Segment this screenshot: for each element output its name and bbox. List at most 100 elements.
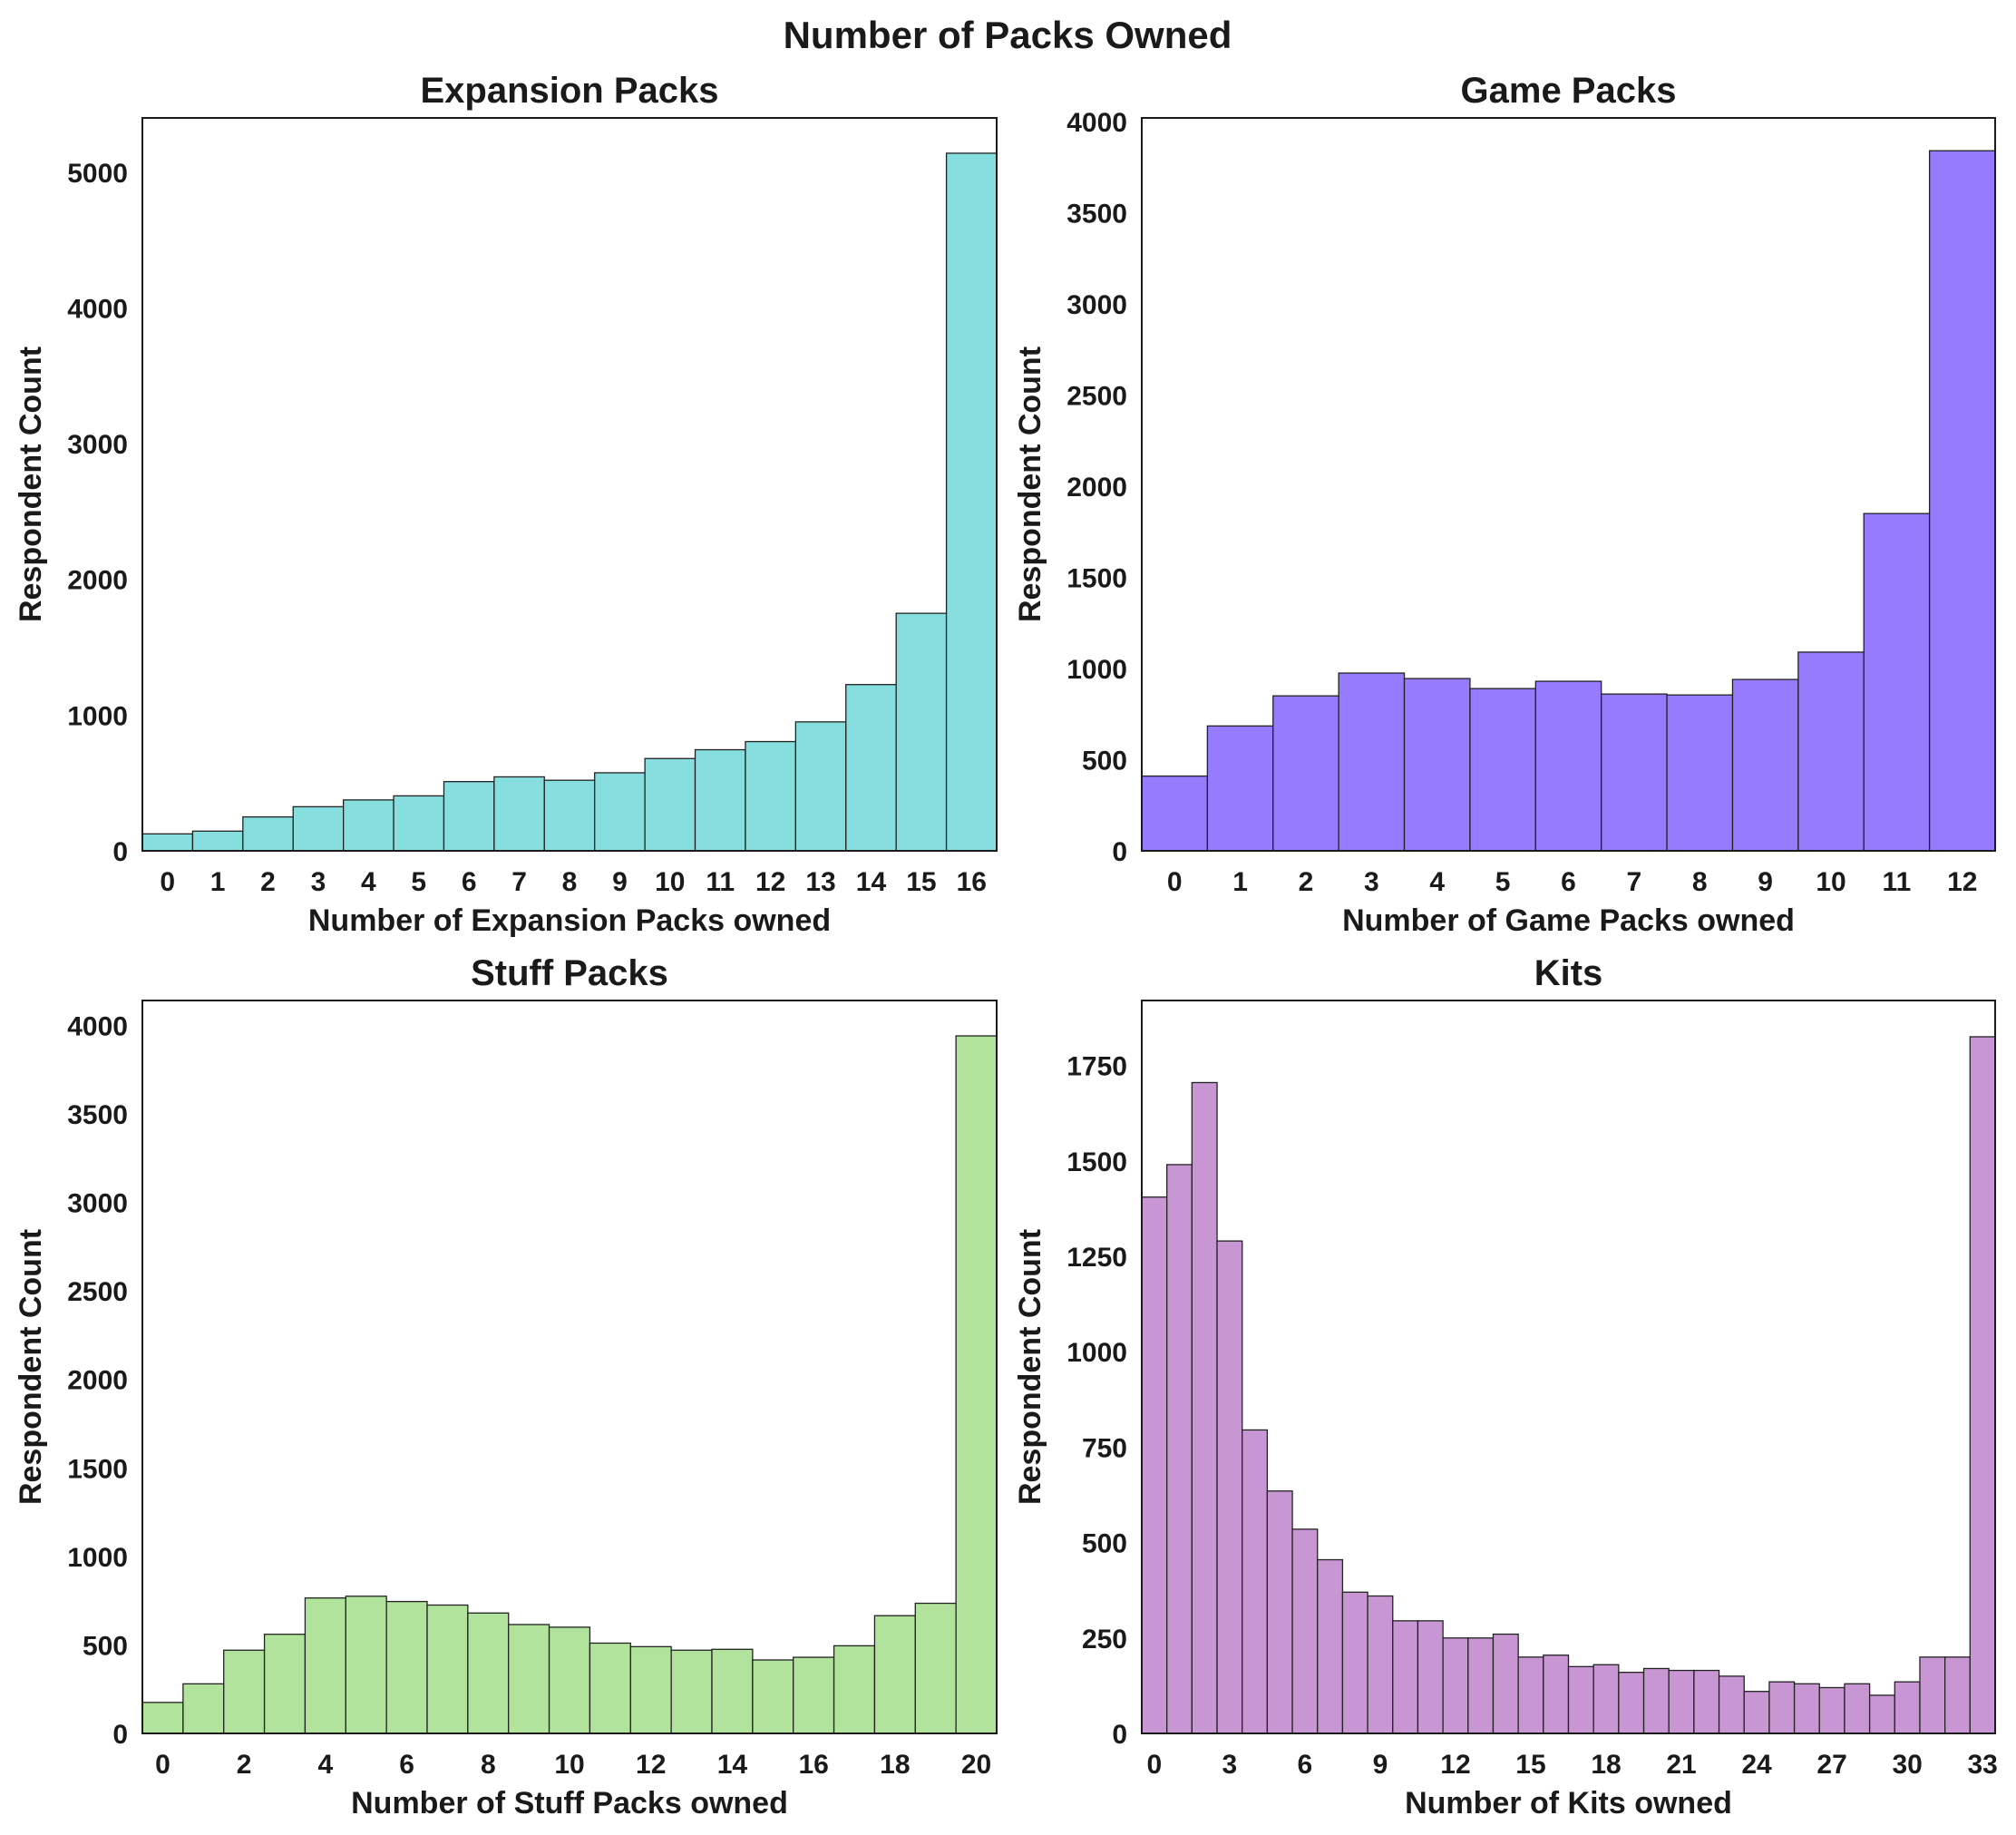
kits-y-tick-label: 250 <box>1082 1625 1127 1654</box>
kits-y-tick-label: 500 <box>1082 1529 1127 1559</box>
kits-x-tick-label: 33 <box>1967 1750 1997 1780</box>
stuff-packs-x-axis-label: Number of Stuff Packs owned <box>351 1786 788 1820</box>
game-packs-x-tick-label: 6 <box>1561 867 1576 897</box>
expansion-packs-bar <box>493 776 545 852</box>
expansion-packs-bar <box>644 757 696 852</box>
kits-y-tick-label: 1750 <box>1066 1052 1127 1082</box>
expansion-packs-y-tick-label: 1000 <box>67 701 128 731</box>
kits-bar <box>1317 1558 1344 1734</box>
game-packs-bar <box>1863 512 1931 852</box>
kits-plot-frame <box>1141 1000 1996 1734</box>
kits-bar <box>1818 1686 1846 1734</box>
kits-x-tick-label: 0 <box>1146 1750 1162 1780</box>
kits-bar <box>1141 1196 1168 1734</box>
kits-bar <box>1943 1656 1971 1734</box>
game-packs-x-tick-label: 3 <box>1364 867 1379 897</box>
game-packs-x-axis-label: Number of Game Packs owned <box>1342 903 1795 938</box>
kits-y-tick-label: 1250 <box>1066 1243 1127 1273</box>
expansion-packs-y-tick-label: 4000 <box>67 294 128 324</box>
expansion-packs-x-tick-label: 14 <box>856 867 887 897</box>
expansion-packs-x-tick-label: 15 <box>906 867 936 897</box>
expansion-packs-plot-frame <box>141 117 998 852</box>
kits-bar <box>1291 1528 1319 1734</box>
stuff-packs-x-tick-label: 12 <box>636 1750 666 1780</box>
expansion-packs-bar <box>543 779 596 852</box>
kits-bar <box>1592 1664 1620 1734</box>
stuff-packs-bar <box>955 1035 998 1734</box>
stuff-packs-x-tick-label: 6 <box>399 1750 414 1780</box>
stuff-packs-y-tick-label: 1000 <box>67 1543 128 1573</box>
stuff-packs-bar <box>223 1649 266 1734</box>
stuff-packs-bar <box>304 1597 346 1734</box>
game-packs-bar <box>1469 688 1536 852</box>
kits-x-tick-label: 12 <box>1440 1750 1470 1780</box>
game-packs-x-tick-label: 11 <box>1883 867 1912 897</box>
expansion-packs-bar <box>141 833 194 852</box>
stuff-packs-bar <box>345 1596 387 1734</box>
kits-x-axis-label: Number of Kits owned <box>1405 1786 1732 1820</box>
kits-bar <box>1492 1633 1519 1734</box>
kits-y-tick-label: 1000 <box>1066 1338 1127 1368</box>
kits-bar <box>1743 1691 1770 1734</box>
kits-bar <box>1768 1681 1796 1734</box>
game-packs-y-tick-label: 1500 <box>1066 564 1127 594</box>
kits-bar <box>1894 1681 1921 1734</box>
game-packs-x-tick-label: 7 <box>1627 867 1642 897</box>
expansion-packs-bar <box>945 152 998 852</box>
expansion-packs-x-tick-label: 7 <box>511 867 527 897</box>
expansion-packs-bar <box>745 740 797 852</box>
expansion-packs-bar <box>242 815 294 852</box>
stuff-packs-y-tick-label: 2000 <box>67 1366 128 1396</box>
stuff-packs-y-axis-label: Respondent Count <box>14 1229 48 1505</box>
game-packs-y-tick-label: 2000 <box>1066 473 1127 503</box>
stuff-packs-title: Stuff Packs <box>471 953 668 993</box>
kits-x-tick-label: 6 <box>1298 1750 1313 1780</box>
kits-bar <box>1166 1164 1193 1734</box>
stuff-packs-y-tick-label: 2500 <box>67 1277 128 1307</box>
expansion-packs-y-tick-label: 0 <box>112 837 128 867</box>
kits-bar <box>1969 1036 1996 1734</box>
kits-bar <box>1216 1240 1243 1734</box>
expansion-packs-bar <box>794 721 847 852</box>
game-packs-bar <box>1403 678 1471 852</box>
expansion-packs-x-tick-label: 9 <box>612 867 628 897</box>
expansion-packs-x-tick-label: 8 <box>562 867 578 897</box>
game-packs-bar <box>1601 693 1668 852</box>
stuff-packs-bar <box>263 1634 307 1734</box>
game-packs-x-tick-label: 2 <box>1299 867 1314 897</box>
kits-x-tick-label: 27 <box>1816 1750 1846 1780</box>
kits-bar <box>1266 1490 1293 1734</box>
expansion-packs-bar <box>895 612 948 852</box>
stuff-packs-bar <box>589 1642 631 1734</box>
game-packs-x-tick-label: 9 <box>1758 867 1773 897</box>
game-packs-y-tick-label: 3500 <box>1066 200 1127 229</box>
game-packs-y-tick-label: 500 <box>1082 747 1127 776</box>
stuff-packs-x-tick-label: 0 <box>155 1750 170 1780</box>
game-packs-bar <box>1534 680 1602 852</box>
stuff-packs-x-tick-label: 4 <box>318 1750 334 1780</box>
expansion-packs-x-tick-label: 5 <box>411 867 426 897</box>
expansion-packs-bar <box>342 799 394 852</box>
expansion-packs-y-tick-label: 3000 <box>67 430 128 460</box>
kits-panel: 0 250 500 750 1000 1250 1500 1750 0 3 6 9 12 15 18 21 24… <box>1013 953 1998 1820</box>
kits-bar <box>1919 1656 1946 1734</box>
expansion-packs-x-tick-label: 10 <box>655 867 685 897</box>
game-packs-title: Game Packs <box>1461 71 1677 111</box>
expansion-packs-x-tick-label: 0 <box>160 867 175 897</box>
kits-bar <box>1467 1637 1495 1734</box>
kits-bar <box>1844 1683 1871 1734</box>
stuff-packs-y-tick-label: 3500 <box>67 1100 128 1130</box>
stuff-packs-bar <box>508 1624 550 1734</box>
stuff-packs-x-tick-label: 10 <box>554 1750 584 1780</box>
expansion-packs-bar <box>292 805 345 852</box>
kits-bar <box>1367 1595 1394 1734</box>
kits-bar <box>1618 1672 1645 1734</box>
stuff-packs-bar <box>670 1649 713 1734</box>
game-packs-y-tick-label: 3000 <box>1066 290 1127 320</box>
expansion-packs-x-tick-label: 2 <box>260 867 276 897</box>
stuff-packs-bar <box>752 1659 794 1734</box>
game-packs-x-tick-label: 0 <box>1167 867 1183 897</box>
